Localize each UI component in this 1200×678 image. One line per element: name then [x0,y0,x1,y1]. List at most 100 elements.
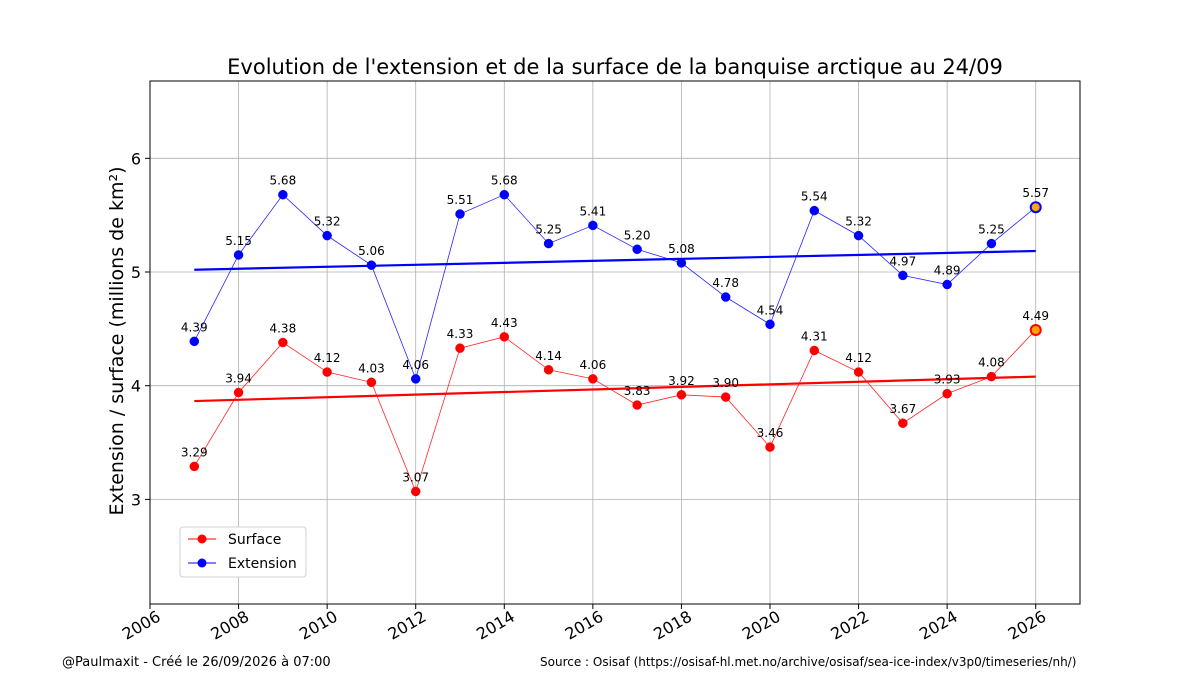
extension-data-label: 5.41 [579,204,606,218]
extension-point [632,244,642,255]
surface-data-label: 3.92 [668,374,695,388]
extension-point [366,260,377,270]
surface-point [942,388,952,399]
x-tick-label: 2012 [385,607,430,644]
extension-point [1029,201,1042,214]
surface-point [499,332,510,342]
surface-point [410,486,421,497]
surface-data-label: 3.07 [402,470,429,484]
surface-data-label: 3.46 [757,426,784,440]
x-tick-label: 2018 [650,607,695,644]
surface-data-label: 4.33 [447,327,474,341]
surface-data-label: 4.06 [579,358,606,372]
extension-point [588,220,598,231]
surface-data-label: 3.94 [225,372,252,386]
extension-data-label: 5.08 [668,242,695,256]
extension-point [410,374,421,384]
surface-legend-label: Surface [228,532,281,548]
extension-point [765,319,775,330]
surface-data-label: 4.08 [978,356,1005,370]
extension-point [189,336,200,347]
surface-point [986,371,997,382]
surface-point [366,377,377,388]
extension-legend-label: Extension [228,556,297,572]
x-tick-label: 2022 [827,607,872,644]
surface-point [898,418,908,428]
extension-line [193,194,1036,381]
source-text: Source : Osisaf (https://osisaf-hl.met.n… [540,655,1077,669]
extension-point [853,230,864,241]
grid [149,81,1080,604]
extension-data-label: 5.57 [1022,186,1049,200]
extension-point [455,209,465,219]
y-tick-label: 5 [131,263,141,282]
surface-data-label: 4.43 [491,316,518,330]
surface-data-label: 4.14 [535,349,562,363]
surface-point [189,461,200,472]
extension-point [233,250,244,260]
x-tick-label: 2014 [473,607,518,644]
surface-line [193,329,1037,493]
x-tick-label: 2006 [119,607,164,644]
extension-legend-marker [197,558,207,568]
data-labels: 3.29 3.94 4.38 4.12 4.03 3.07 4.33 4.43 4.14 4.06… [181,174,1049,485]
surface-data-label: 3.83 [624,384,651,398]
extension-trend-line [194,249,1036,271]
extension-data-label: 5.54 [801,190,828,204]
x-tick-label: 2024 [916,607,961,644]
surface-point [765,442,775,452]
y-tick-label: 3 [131,490,141,509]
extension-data-label: 5.68 [491,174,518,188]
extension-data-label: 5.25 [535,223,562,237]
surface-data-label: 3.67 [889,402,916,416]
extension-data-label: 5.32 [314,215,341,229]
surface-point [322,367,332,377]
extension-data-label: 4.39 [181,320,208,334]
surface-point [543,365,554,375]
x-tick-label: 2020 [739,607,784,644]
extension-data-label: 5.68 [269,174,296,188]
surface-trend-line [194,375,1036,403]
extension-data-label: 5.15 [225,234,252,248]
extension-data-label: 5.25 [978,223,1005,237]
surface-legend-marker [197,534,207,544]
y-tick-label: 6 [131,149,141,168]
surface-data-label: 4.38 [269,322,296,336]
x-tick-label: 2016 [562,607,607,644]
surface-point [233,387,244,398]
x-tick-label: 2008 [207,607,252,644]
y-axis-label: Extension / surface (millions de km²) [106,167,128,516]
extension-data-label: 5.32 [845,215,872,229]
extension-point [942,279,952,290]
extension-point [543,238,554,249]
surface-point [632,400,642,410]
surface-point [720,392,731,402]
extension-point [720,292,731,302]
trend-lines [194,249,1036,403]
x-tick-label: 2010 [296,607,341,644]
surface-data-label: 4.49 [1022,309,1049,323]
series [189,189,1042,497]
surface-point [455,343,465,353]
extension-data-label: 5.06 [358,244,385,258]
extension-point [809,205,820,216]
plot-frame [149,80,1081,605]
chart-title: Evolution de l'extension et de la surfac… [227,55,1003,79]
extension-point [499,189,510,200]
surface-data-label: 4.31 [801,329,828,343]
extension-data-label: 5.20 [624,228,651,242]
extension-point [986,238,997,249]
extension-data-label: 4.89 [934,264,961,278]
extension-data-label: 4.78 [712,276,739,290]
surface-point [278,337,288,348]
surface-data-label: 3.29 [181,445,208,459]
surface-data-label: 4.12 [314,351,341,365]
surface-point [853,367,864,377]
surface-data-label: 3.90 [712,376,739,390]
surface-data-label: 4.12 [845,351,872,365]
credit-text: @Paulmaxit - Créé le 26/09/2026 à 07:00 [62,655,331,670]
extension-data-label: 4.97 [889,254,916,268]
surface-point [809,345,820,356]
extension-point [278,189,288,200]
